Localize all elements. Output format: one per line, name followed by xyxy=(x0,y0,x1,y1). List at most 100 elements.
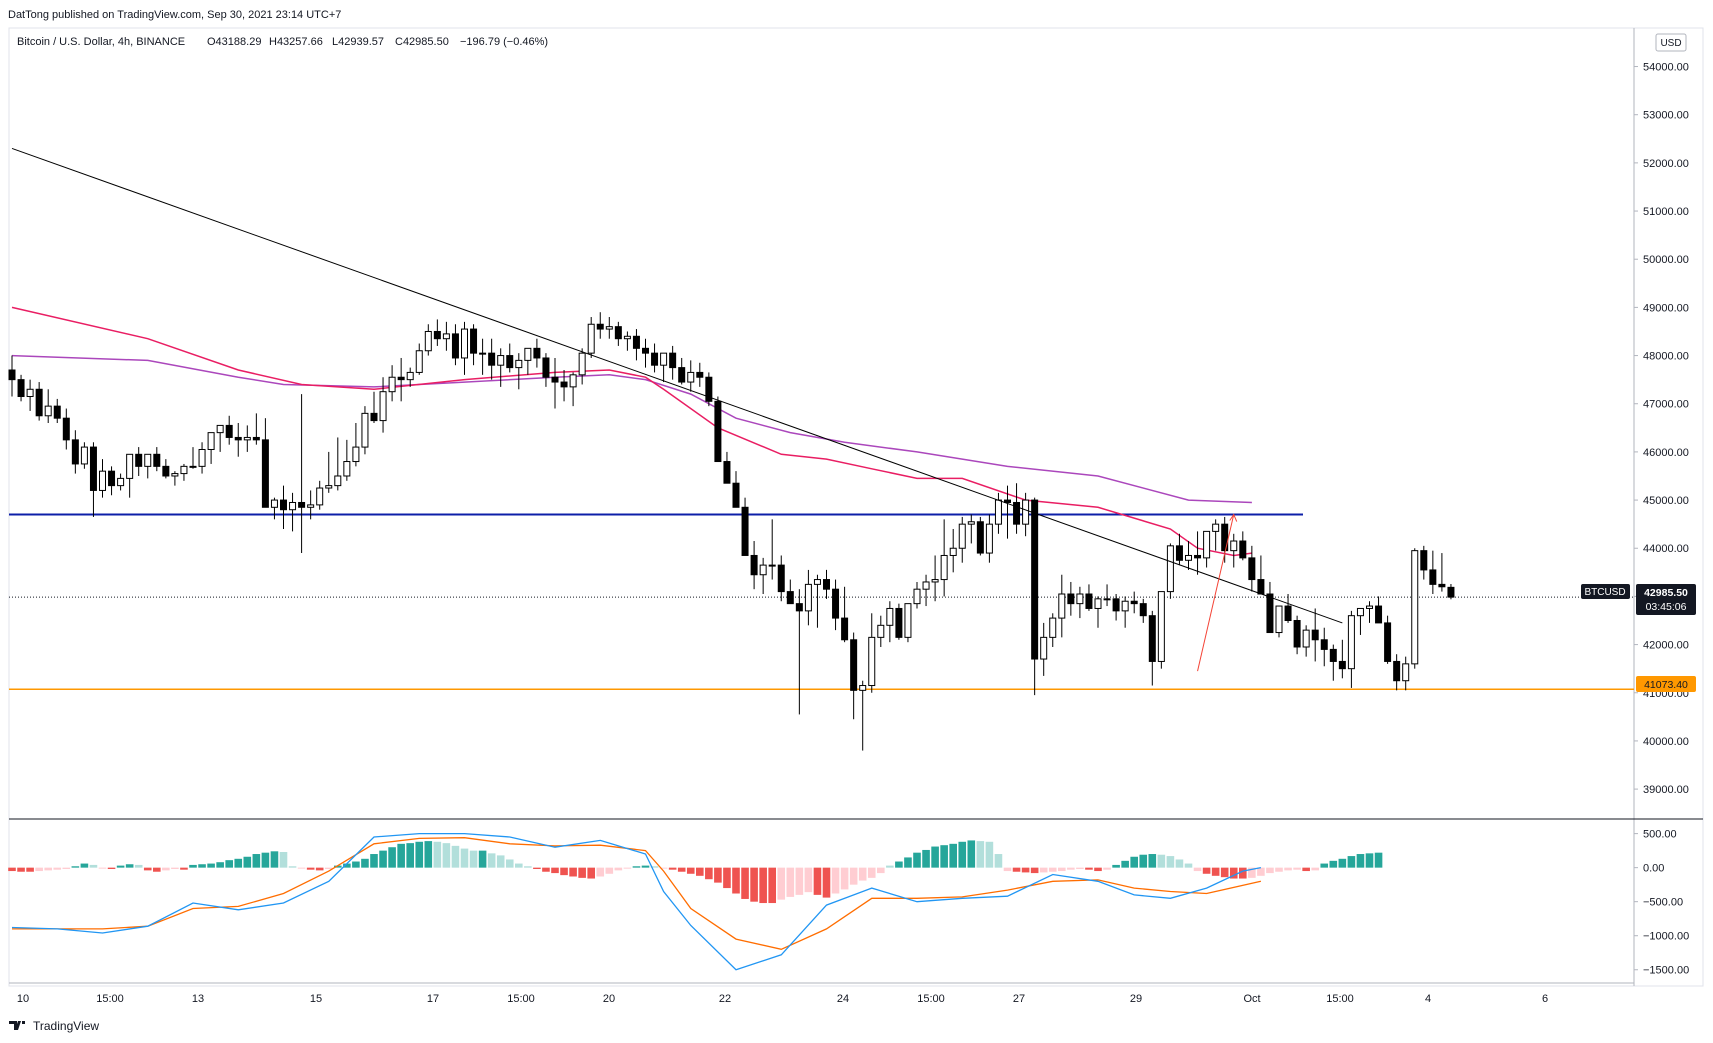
candle xyxy=(976,516,984,556)
candle xyxy=(406,367,414,387)
candle xyxy=(1347,610,1355,688)
indicator-tick-label: 0.00 xyxy=(1643,863,1664,875)
candle-body xyxy=(470,328,478,354)
candle-body xyxy=(1366,605,1373,609)
histogram-bar xyxy=(578,867,586,878)
symbol-description: Bitcoin / U.S. Dollar, 4h, BINANCE xyxy=(17,36,185,48)
histogram-bar xyxy=(1085,867,1093,870)
price-tick-label: 42000.00 xyxy=(1643,640,1689,652)
histogram-bar xyxy=(1067,867,1075,870)
histogram-bar xyxy=(967,840,976,868)
candle-body xyxy=(171,473,179,477)
histogram-bar xyxy=(460,848,469,868)
candle-body xyxy=(1338,660,1346,670)
indicator-axis[interactable]: 500.00 0.00 −500.00 −1000.00 −1500.00 xyxy=(1634,829,1689,977)
candle-body xyxy=(850,639,858,691)
histogram-bar xyxy=(804,867,813,893)
histogram-bar xyxy=(116,865,125,868)
histogram-bar xyxy=(1257,867,1265,876)
candle-body xyxy=(1302,629,1310,648)
candle xyxy=(1230,533,1238,568)
candle-body xyxy=(361,412,369,448)
candle-body xyxy=(741,506,749,556)
indicator-tick-label: −500.00 xyxy=(1643,897,1683,909)
candle-body xyxy=(17,379,25,398)
histogram-bar xyxy=(216,862,224,868)
histogram-bar xyxy=(125,864,134,868)
histogram-bar xyxy=(1202,867,1211,874)
candle xyxy=(904,603,912,643)
time-axis[interactable]: 10 15:00 13 15 17 15:00 20 22 24 15:00 27 29 Oct 15:0… xyxy=(17,993,1548,1005)
candle xyxy=(198,442,206,474)
candle xyxy=(868,613,876,693)
candle-body xyxy=(1429,569,1437,585)
candle xyxy=(334,437,342,491)
candle-body xyxy=(949,547,957,556)
candle-body xyxy=(1239,540,1247,559)
candle xyxy=(26,379,34,411)
candle xyxy=(1157,591,1165,669)
candle-body xyxy=(614,326,622,340)
candle xyxy=(587,317,595,358)
candle-body xyxy=(1004,499,1011,503)
currency-badge[interactable]: USD xyxy=(1655,33,1687,52)
price-tick-label: 40000.00 xyxy=(1643,736,1689,748)
candle-body xyxy=(144,453,152,467)
candle-body xyxy=(180,465,188,475)
histogram-bar xyxy=(686,867,695,874)
candle xyxy=(162,459,170,479)
candle xyxy=(1329,644,1337,681)
last-price-badge: BTCUSD 42985.50 03:45:06 xyxy=(1581,584,1696,615)
candle xyxy=(1076,586,1084,619)
histogram-bar xyxy=(877,867,885,874)
candle-body xyxy=(759,564,767,576)
candle xyxy=(1194,531,1202,575)
candle xyxy=(931,555,939,602)
candle xyxy=(651,343,659,373)
candle-body xyxy=(198,448,206,467)
candle-body xyxy=(53,405,61,419)
candle-body xyxy=(433,330,441,340)
histogram-bar xyxy=(487,853,496,868)
candle-body xyxy=(334,475,342,487)
histogram-bar xyxy=(1356,854,1365,868)
histogram-bar xyxy=(8,867,16,872)
moving-averages xyxy=(11,306,1252,557)
histogram-bar xyxy=(1374,852,1383,868)
candle xyxy=(678,357,686,385)
candle-body xyxy=(786,591,794,605)
macd-line xyxy=(11,832,1262,971)
candle-body xyxy=(777,564,785,593)
candle-body xyxy=(108,470,116,487)
candle xyxy=(605,317,613,339)
candle-body xyxy=(823,579,830,590)
candle-body xyxy=(1311,629,1319,641)
candle-body xyxy=(623,335,631,340)
ohlc-high: H43257.66 xyxy=(269,36,323,48)
histogram-bar xyxy=(831,867,840,894)
candle-body xyxy=(117,477,125,487)
candle-body xyxy=(1185,554,1192,561)
candle xyxy=(1139,598,1147,623)
candle xyxy=(1356,607,1364,635)
candle-body xyxy=(1402,663,1410,682)
candle xyxy=(1275,605,1283,638)
time-tick-label: 4 xyxy=(1425,993,1431,1005)
histogram-bar xyxy=(496,855,505,868)
candle xyxy=(850,632,858,720)
histogram-bar xyxy=(207,863,215,868)
time-tick-label: 15 xyxy=(310,993,322,1005)
candle xyxy=(1166,543,1174,599)
candle xyxy=(71,430,79,474)
histogram-bar xyxy=(143,867,152,871)
candle-body xyxy=(225,424,233,438)
candle xyxy=(234,423,242,457)
candle xyxy=(497,348,505,387)
indicator-tick-label: −1500.00 xyxy=(1643,965,1689,977)
brand-label: TradingView xyxy=(33,1019,99,1033)
tradingview-logo[interactable]: TradingView xyxy=(9,1019,99,1033)
histogram-bar xyxy=(895,861,903,868)
candle-body xyxy=(1411,550,1419,665)
drawings[interactable] xyxy=(11,147,1343,672)
